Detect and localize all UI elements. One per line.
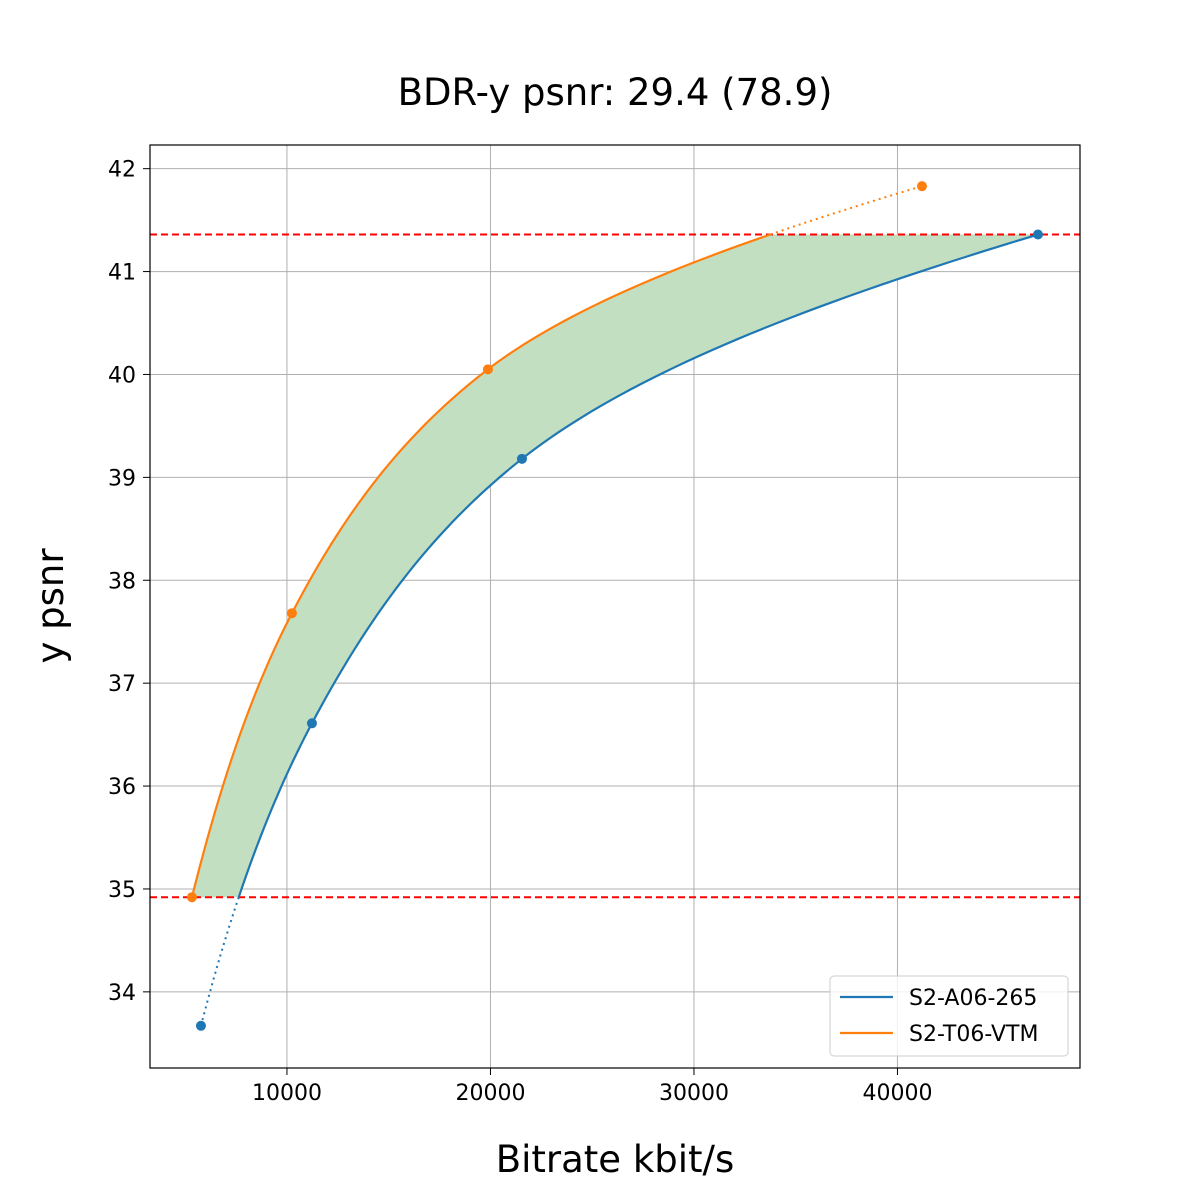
- x-tick-label: 10000: [252, 1081, 322, 1106]
- x-tick-label: 20000: [455, 1081, 525, 1106]
- y-tick-label: 34: [108, 981, 136, 1006]
- x-tick-label: 30000: [659, 1081, 729, 1106]
- series-extrapolated-line: [199, 896, 240, 1027]
- data-point: [195, 1020, 206, 1031]
- legend-label: S2-T06-VTM: [909, 1022, 1038, 1047]
- y-axis-label: y psnr: [29, 548, 72, 664]
- y-tick-label: 35: [108, 878, 136, 903]
- data-point: [516, 453, 527, 464]
- data-point: [916, 181, 927, 192]
- tick-labels: 10000 20000 30000 40000 34 35 36 37 38 39 40 41 42: [108, 158, 932, 1106]
- series-line: [237, 233, 1039, 898]
- y-tick-label: 39: [108, 466, 136, 491]
- series-line: [190, 233, 771, 898]
- plot-frame: [149, 144, 1081, 1069]
- series-extrapolated-line: [769, 185, 923, 236]
- y-tick-label: 38: [108, 569, 136, 594]
- fill-area: [191, 234, 1038, 898]
- data-point: [186, 892, 197, 903]
- data-point: [286, 608, 297, 619]
- data-point: [482, 364, 493, 375]
- y-tick-label: 36: [108, 775, 136, 800]
- y-tick-label: 40: [108, 363, 136, 388]
- legend: S2-A06-265 S2-T06-VTM: [829, 975, 1069, 1057]
- series-lines: [150, 181, 1080, 1031]
- y-tick-label: 42: [108, 158, 136, 183]
- data-point: [1032, 229, 1043, 240]
- y-tick-label: 41: [108, 261, 136, 286]
- data-point: [306, 718, 317, 729]
- legend-label: S2-A06-265: [909, 986, 1037, 1011]
- x-axis-label: Bitrate kbit/s: [496, 1138, 735, 1181]
- y-tick-label: 37: [108, 672, 136, 697]
- bd-fill-region: [191, 234, 1038, 898]
- x-tick-label: 40000: [862, 1081, 932, 1106]
- chart-title: BDR-y psnr: 29.4 (78.9): [398, 71, 833, 114]
